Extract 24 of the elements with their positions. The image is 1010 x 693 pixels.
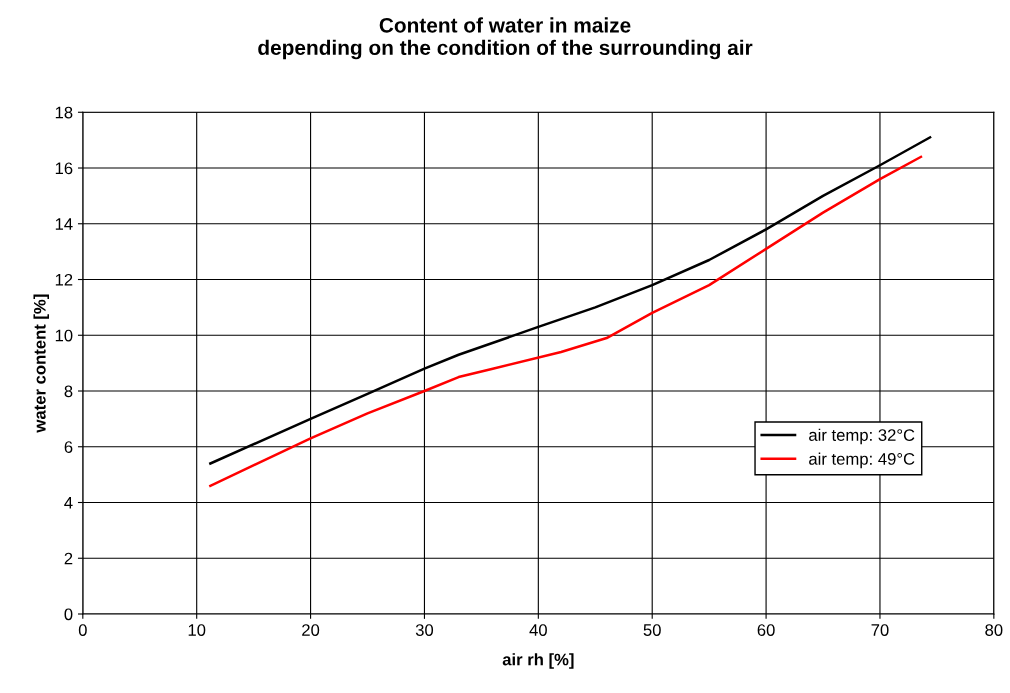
x-tick-label: 70 bbox=[871, 624, 889, 636]
x-tick-label: 60 bbox=[757, 624, 775, 636]
y-tick-label: 14 bbox=[55, 218, 73, 230]
y-axis-title: water content [%] bbox=[33, 294, 50, 433]
x-tick-label: 10 bbox=[188, 624, 206, 636]
x-tick-label: 30 bbox=[415, 624, 434, 636]
x-tick-label: 40 bbox=[529, 624, 547, 636]
y-tick-label: 6 bbox=[64, 441, 73, 453]
y-tick-label: 12 bbox=[55, 273, 73, 286]
y-tick-label: 18 bbox=[55, 106, 73, 119]
y-tick-label: 16 bbox=[55, 162, 73, 175]
y-tick-label: 4 bbox=[64, 497, 73, 509]
x-axis-title: air rh [%] bbox=[502, 653, 574, 669]
x-tick-label: 20 bbox=[302, 624, 320, 636]
y-tick-label: 0 bbox=[64, 608, 73, 621]
legend-label: air temp: 32°C bbox=[809, 428, 915, 445]
y-tick-label: 2 bbox=[64, 552, 73, 565]
x-tick-label: 0 bbox=[78, 624, 87, 636]
y-tick-label: 10 bbox=[55, 329, 73, 342]
chart-title: Content of water in maize depending on the condition of the surrounding air bbox=[258, 17, 753, 60]
x-tick-label: 80 bbox=[985, 624, 1003, 636]
x-tick-label: 50 bbox=[643, 624, 661, 636]
y-tick-label: 8 bbox=[64, 385, 73, 398]
legend-label: air temp: 49°C bbox=[809, 452, 915, 469]
